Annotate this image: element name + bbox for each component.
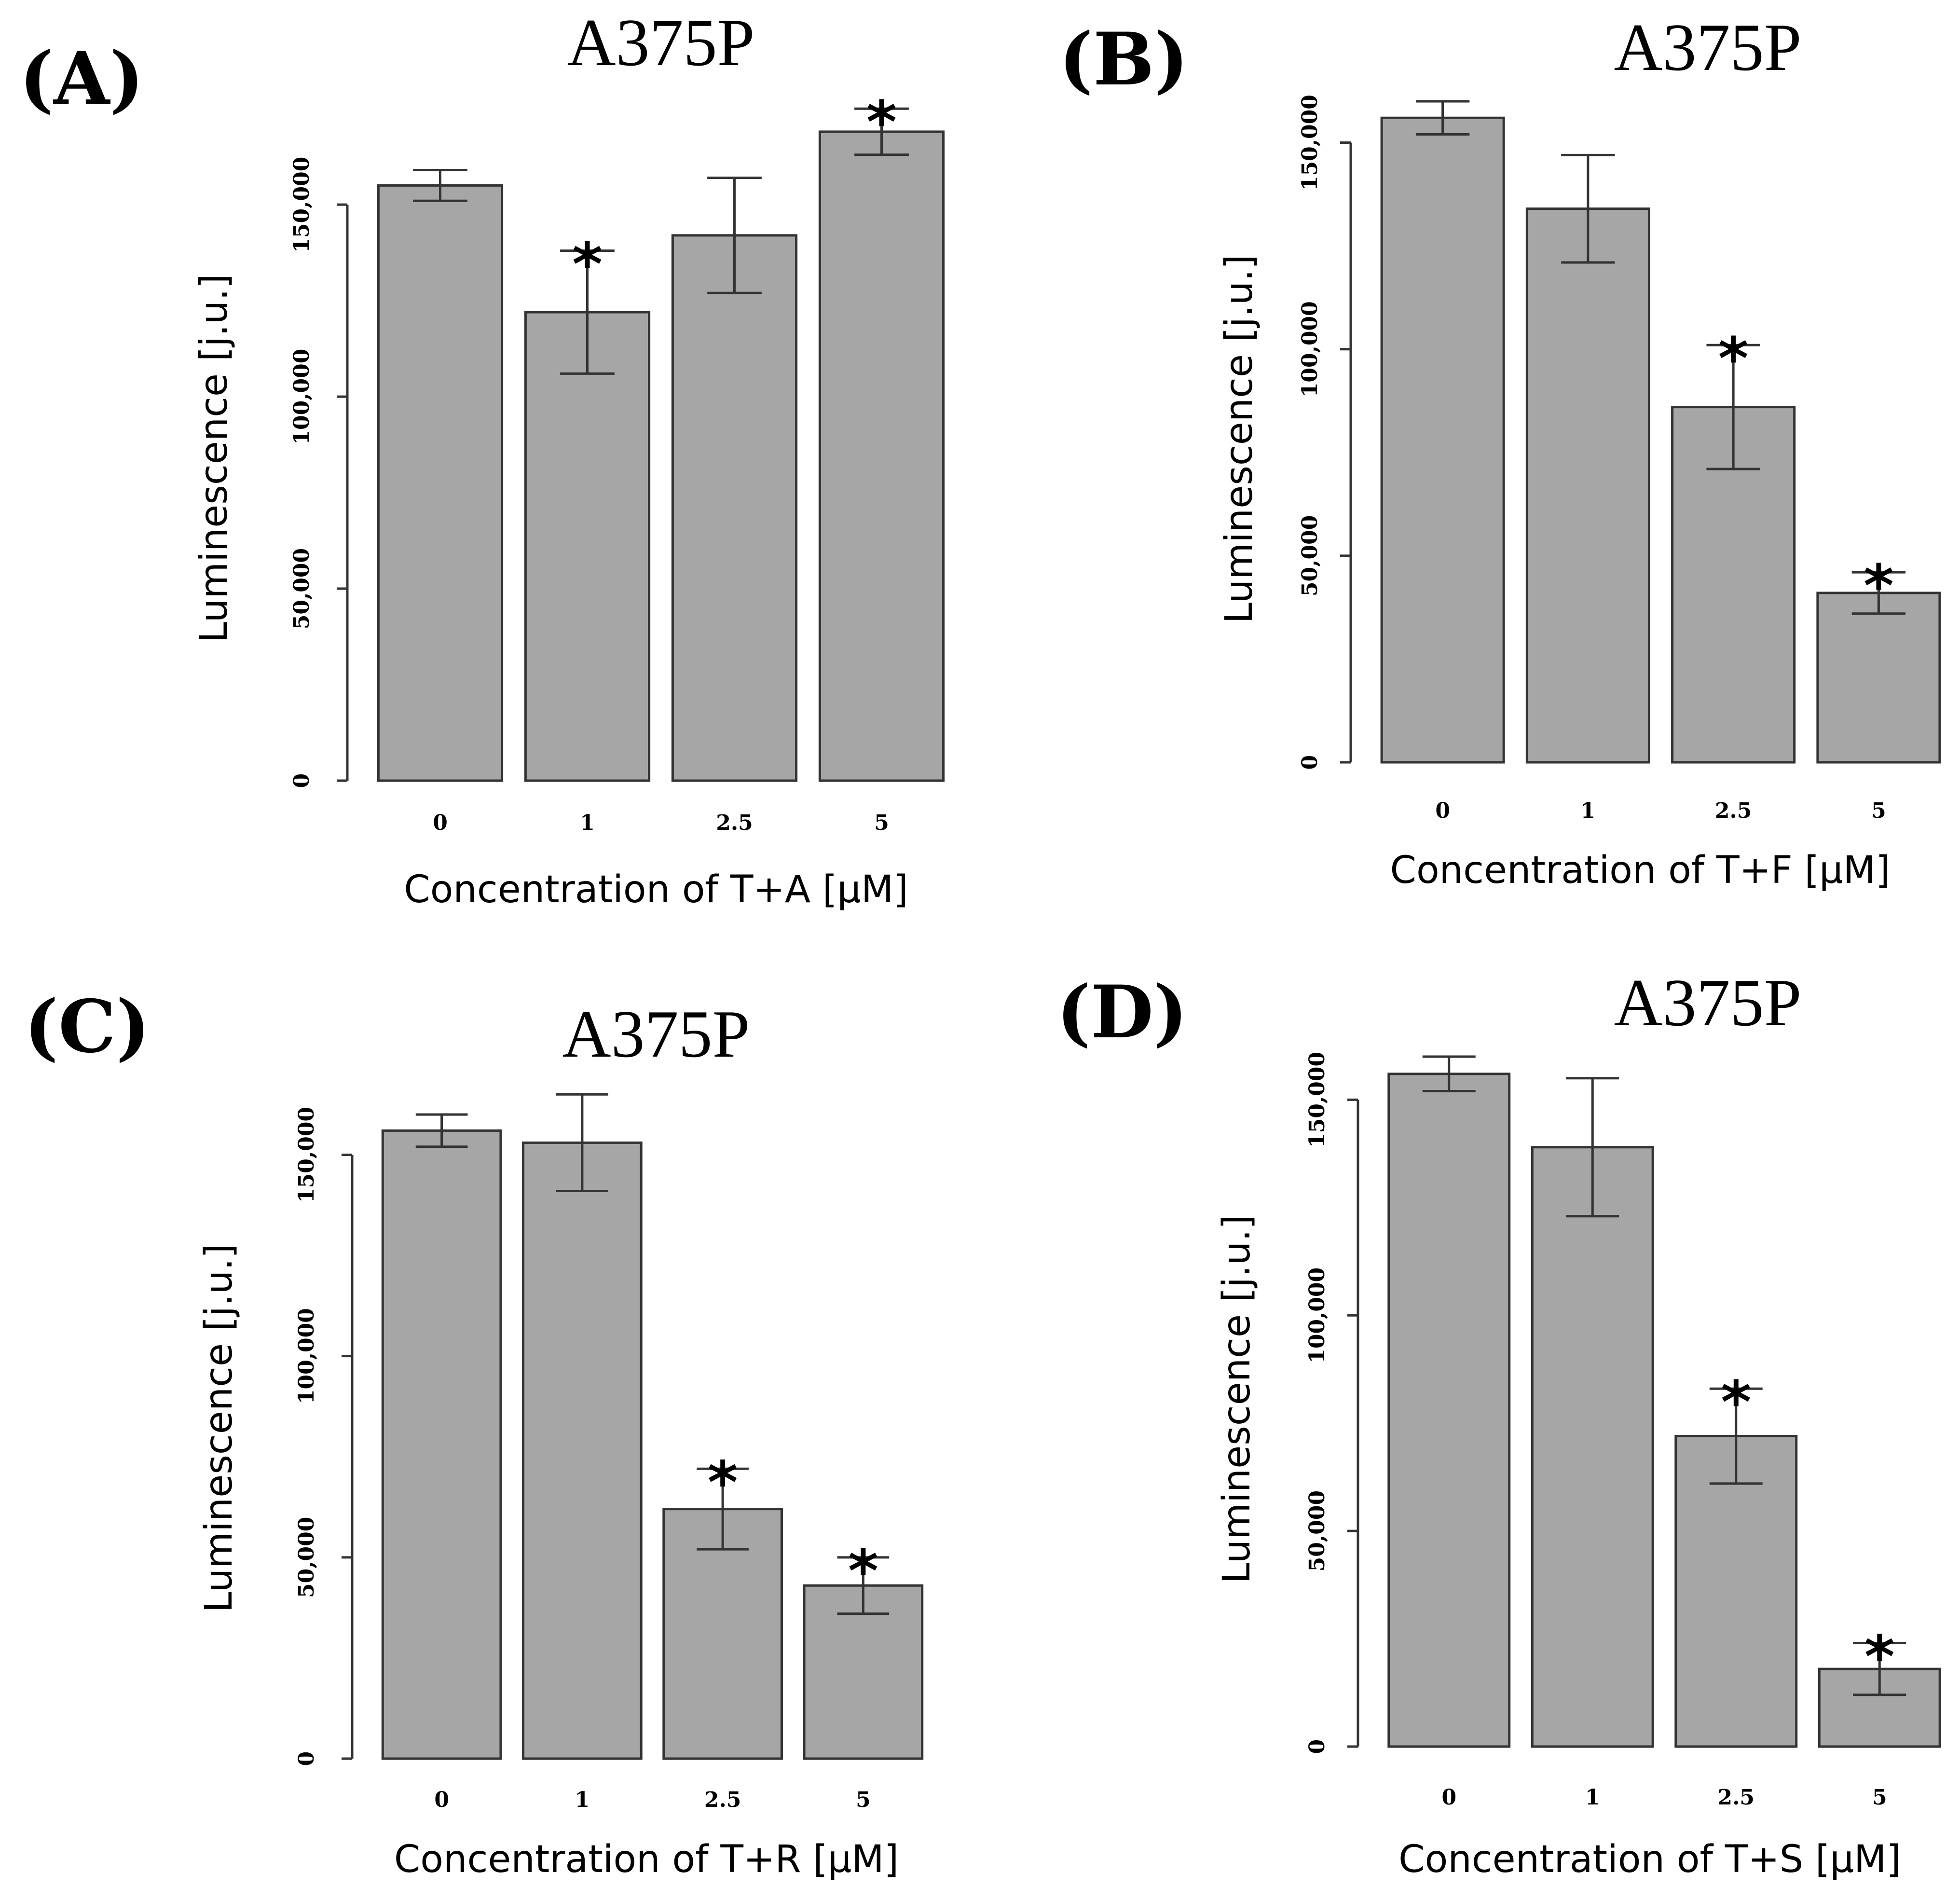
chart-title: A375P (567, 5, 755, 80)
bar (524, 311, 651, 782)
bar (1816, 592, 1941, 764)
bar (1674, 1435, 1798, 1748)
y-axis-label: Luminescence [j.u.] (1215, 1215, 1259, 1584)
x-axis-label: Concentration of T+S [μM] (1398, 1838, 1901, 1881)
x-tick-label: 0 (1441, 1785, 1456, 1810)
y-tick-label: 0 (294, 1751, 319, 1766)
y-tick-label: 0 (1298, 755, 1322, 770)
x-tick-label: 0 (434, 1788, 449, 1812)
y-tick-label: 0 (1305, 1739, 1330, 1754)
bar (662, 1508, 783, 1760)
x-tick-label: 2.5 (1715, 799, 1752, 823)
x-tick-label: 0 (433, 811, 448, 835)
y-tick-label: 100,000 (294, 1308, 319, 1404)
chart-title: A375P (1614, 965, 1802, 1040)
significance-marker: * (1721, 1369, 1751, 1436)
x-tick-label: 5 (1871, 799, 1886, 823)
chart-title: A375P (562, 997, 750, 1072)
panel-letter: (D) (1056, 970, 1188, 1055)
significance-marker: * (848, 1538, 878, 1605)
panel-letter: (C) (24, 984, 150, 1069)
chart-panel-1: (A) A375P 0 50,000 100,000 150,000 0 * 1 2.5 * 5 Lum… (19, 5, 945, 911)
x-tick-label: 5 (856, 1788, 871, 1812)
y-axis-label: Luminescence [j.u.] (197, 1244, 241, 1613)
y-tick-label: 100,000 (1298, 301, 1322, 397)
significance-marker: * (708, 1449, 738, 1516)
y-tick-label: 150,000 (294, 1107, 319, 1203)
x-tick-label: 5 (1872, 1785, 1887, 1810)
y-tick-label: 100,000 (1305, 1267, 1330, 1363)
significance-marker: * (866, 89, 897, 156)
y-tick-label: 100,000 (289, 349, 314, 445)
y-tick-label: 50,000 (1298, 515, 1322, 596)
chart-panel-2: (B) A375P 0 50,000 100,000 150,000 0 1 * 2.5 * 5 Lum… (1059, 10, 1941, 892)
x-tick-label: 1 (1581, 799, 1596, 823)
bar (1531, 1146, 1654, 1748)
bar (818, 130, 945, 782)
x-tick-label: 1 (1585, 1785, 1600, 1810)
y-tick-label: 150,000 (1298, 95, 1322, 191)
x-tick-label: 2.5 (1717, 1785, 1754, 1810)
y-axis-label: Luminescence [j.u.] (192, 274, 236, 643)
y-tick-label: 50,000 (294, 1517, 319, 1598)
bar (377, 184, 504, 782)
bar (1387, 1073, 1511, 1748)
x-axis-label: Concentration of T+A [μM] (404, 868, 908, 911)
bar (671, 234, 798, 782)
y-tick-label: 0 (289, 773, 314, 788)
x-tick-label: 0 (1435, 799, 1450, 823)
x-tick-label: 1 (575, 1788, 590, 1812)
bar (522, 1141, 643, 1760)
x-tick-label: 2.5 (704, 1788, 741, 1812)
bar (1525, 207, 1650, 764)
chart-title: A375P (1614, 10, 1802, 85)
significance-marker: * (572, 232, 603, 299)
x-tick-label: 1 (580, 811, 595, 835)
x-tick-label: 2.5 (716, 811, 753, 835)
panel-letter: (B) (1059, 17, 1189, 102)
significance-marker: * (1864, 1624, 1895, 1691)
panel-letter: (A) (19, 36, 144, 121)
y-tick-label: 50,000 (289, 548, 314, 629)
significance-marker: * (1718, 326, 1749, 393)
x-tick-label: 5 (874, 811, 889, 835)
y-tick-label: 150,000 (1305, 1052, 1330, 1148)
y-axis-label: Luminescence [j.u.] (1218, 255, 1261, 624)
bar (381, 1129, 502, 1760)
y-tick-label: 150,000 (289, 157, 314, 253)
y-tick-label: 50,000 (1305, 1490, 1330, 1571)
x-axis-label: Concentration of T+R [μM] (394, 1838, 899, 1881)
chart-panel-4: (D) A375P 0 50,000 100,000 150,000 0 1 * 2.5 * 5 Lum… (1056, 965, 1941, 1881)
bar (1380, 116, 1505, 764)
x-axis-label: Concentration of T+F [μM] (1390, 849, 1890, 892)
chart-panel-3: (C) A375P 0 50,000 100,000 150,000 0 1 * 2.5 * 5 Lum… (24, 984, 924, 1881)
significance-marker: * (1864, 553, 1894, 620)
